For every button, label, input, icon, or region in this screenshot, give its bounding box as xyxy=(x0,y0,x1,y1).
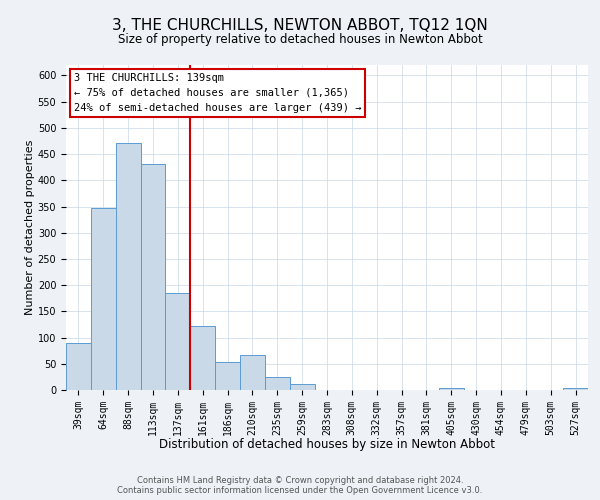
Bar xyxy=(66,344,91,390)
Bar xyxy=(116,143,140,390)
Bar xyxy=(563,388,588,390)
Bar xyxy=(215,362,240,390)
Text: Contains public sector information licensed under the Open Government Licence v3: Contains public sector information licen… xyxy=(118,486,482,495)
Text: Size of property relative to detached houses in Newton Abbot: Size of property relative to detached ho… xyxy=(118,32,482,46)
Bar xyxy=(190,326,215,390)
Bar xyxy=(140,164,166,390)
Bar xyxy=(240,355,265,390)
X-axis label: Distribution of detached houses by size in Newton Abbot: Distribution of detached houses by size … xyxy=(159,438,495,451)
Text: 3 THE CHURCHILLS: 139sqm
← 75% of detached houses are smaller (1,365)
24% of sem: 3 THE CHURCHILLS: 139sqm ← 75% of detach… xyxy=(74,73,361,112)
Bar xyxy=(439,388,464,390)
Bar xyxy=(166,293,190,390)
Bar xyxy=(91,208,116,390)
Y-axis label: Number of detached properties: Number of detached properties xyxy=(25,140,35,315)
Text: 3, THE CHURCHILLS, NEWTON ABBOT, TQ12 1QN: 3, THE CHURCHILLS, NEWTON ABBOT, TQ12 1Q… xyxy=(112,18,488,32)
Bar xyxy=(290,384,314,390)
Bar xyxy=(265,378,290,390)
Text: Contains HM Land Registry data © Crown copyright and database right 2024.: Contains HM Land Registry data © Crown c… xyxy=(137,476,463,485)
